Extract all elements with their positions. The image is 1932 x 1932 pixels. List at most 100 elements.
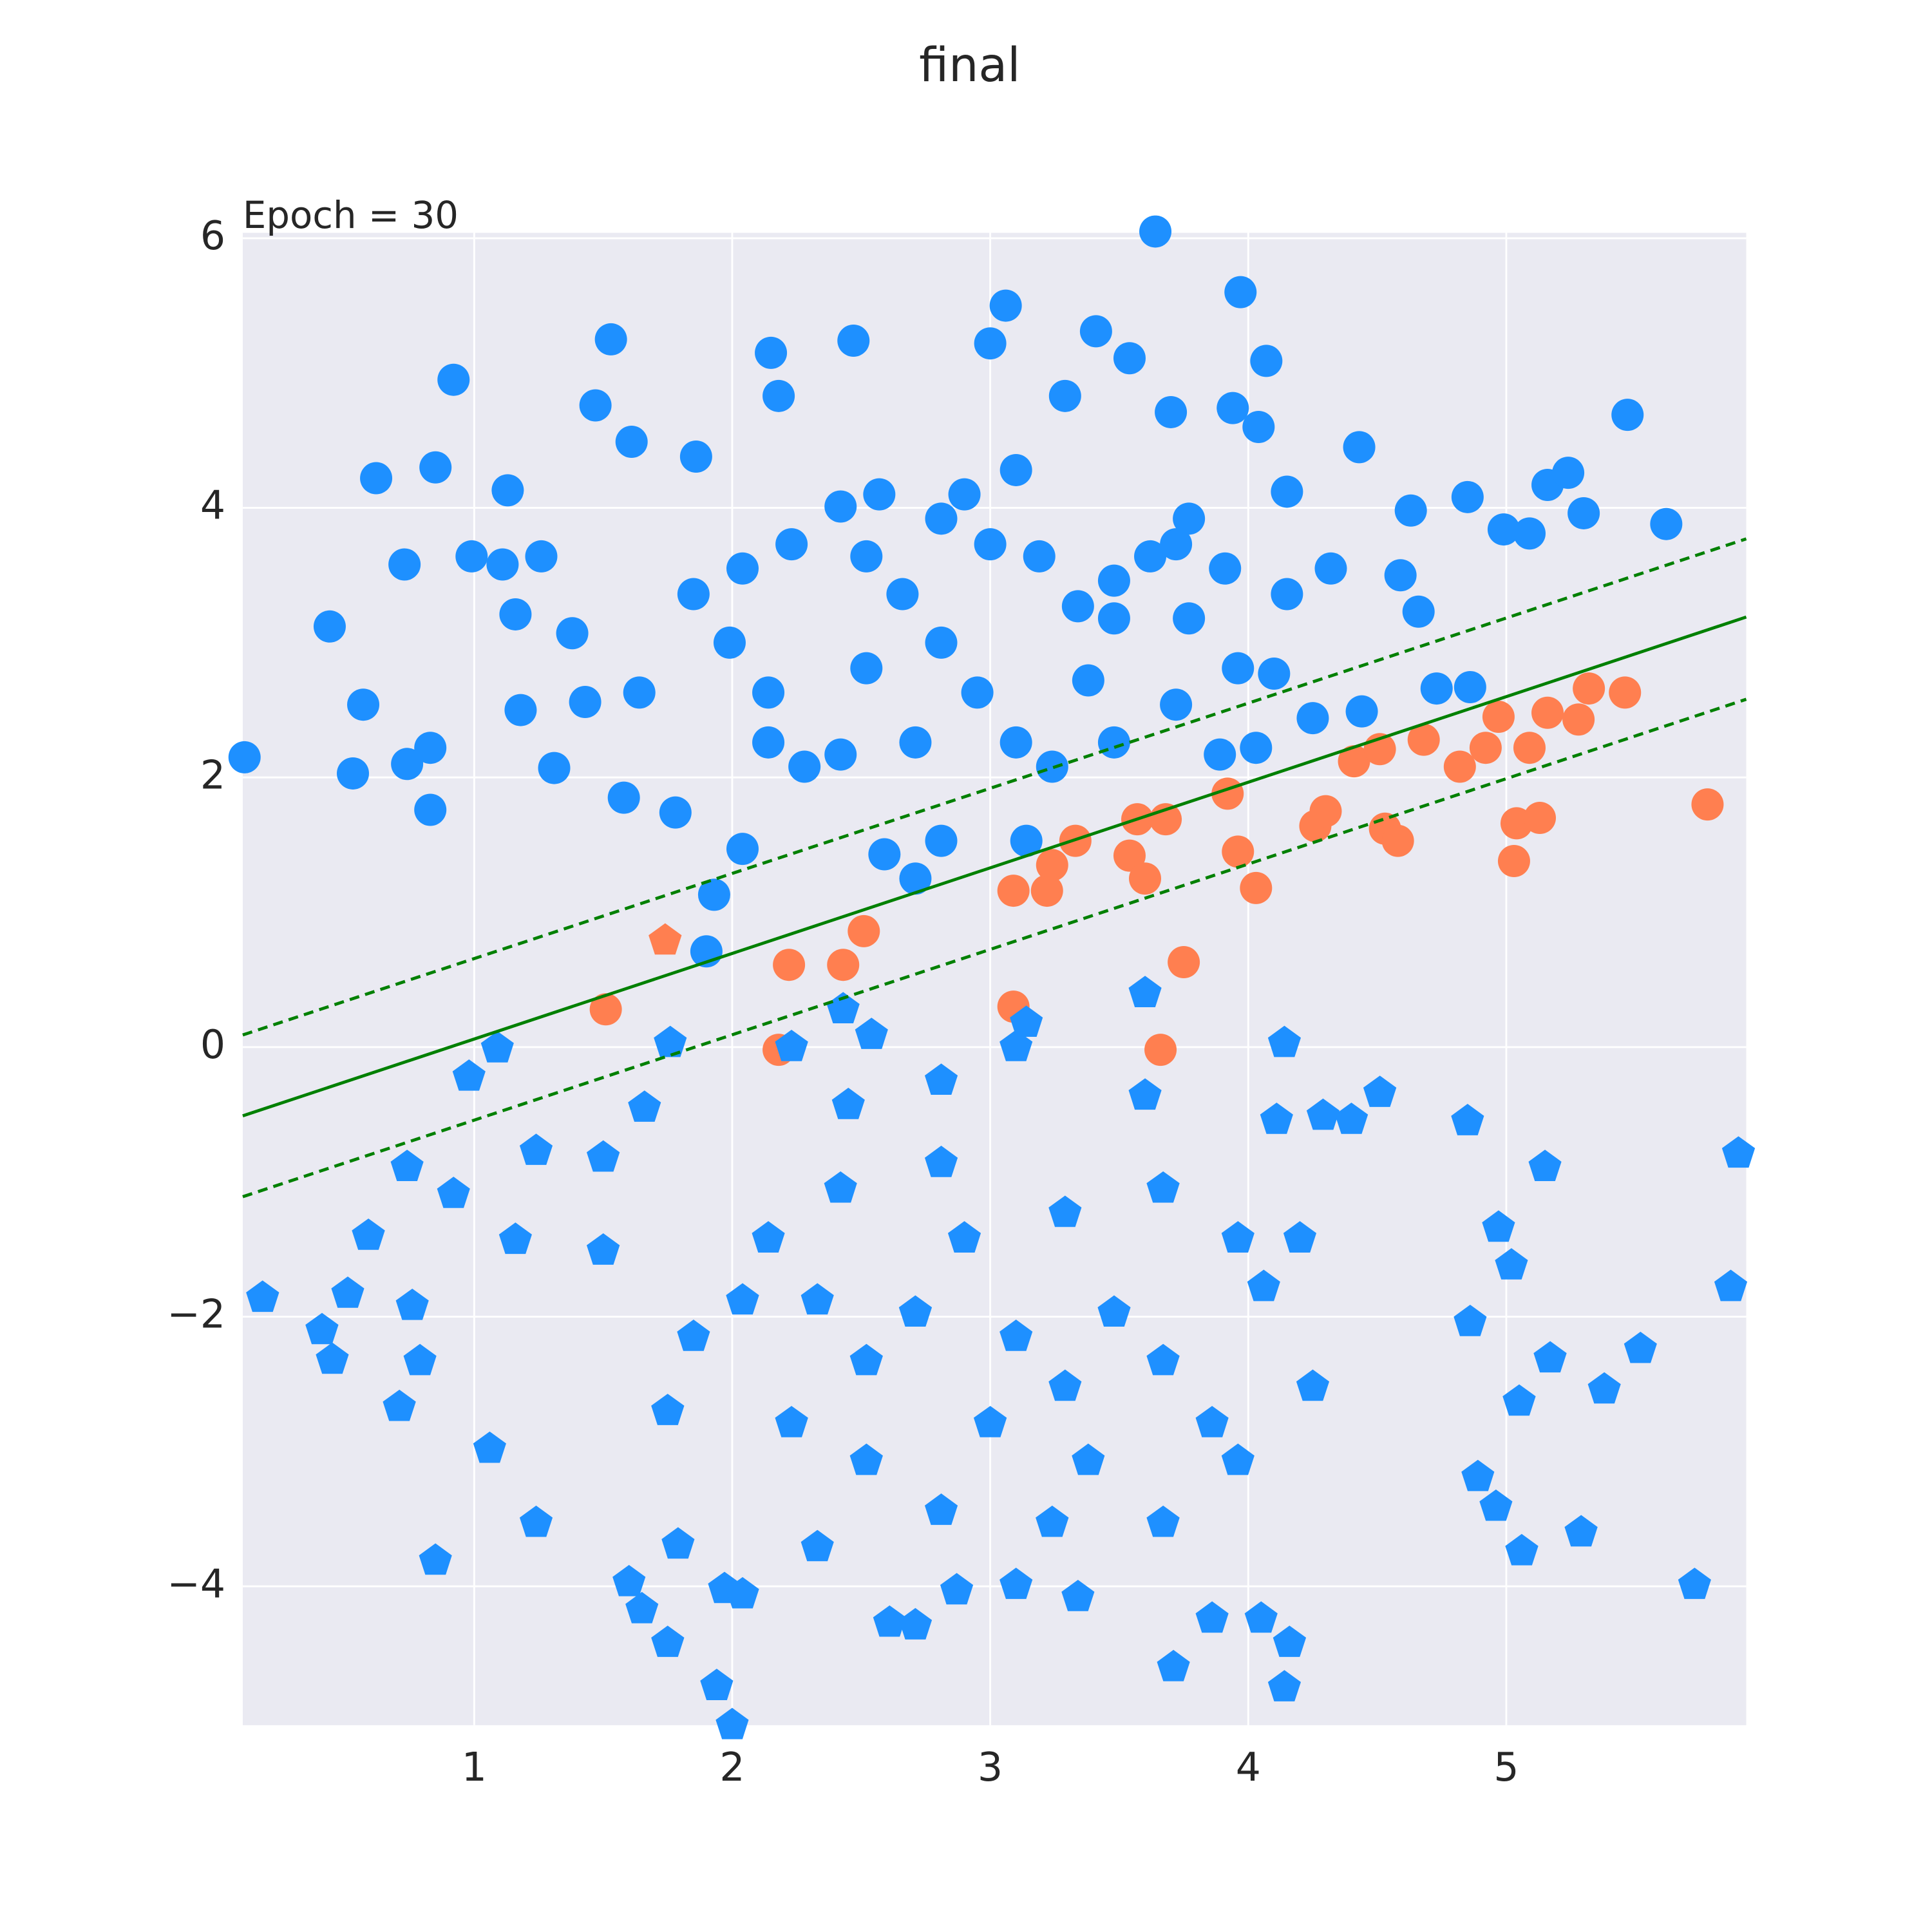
point [1283,1221,1317,1253]
point [1129,862,1162,895]
point [1513,732,1546,764]
point [697,878,730,911]
point [1363,1075,1397,1107]
point [1204,738,1236,771]
point [1573,672,1605,705]
point [1454,1304,1487,1336]
point [947,1221,981,1253]
point [948,478,981,511]
point [1010,1005,1043,1037]
point [628,1090,661,1122]
point [313,610,346,643]
point [1224,276,1257,308]
point [1714,1269,1748,1302]
point [1048,1195,1082,1227]
plot-background [242,232,1747,1725]
point [925,626,958,659]
point [1023,540,1056,573]
point [1097,564,1130,597]
point [499,598,532,630]
point [1513,517,1546,550]
point [1139,215,1172,248]
point [437,1177,470,1208]
point [1146,1505,1180,1537]
point [1384,559,1417,592]
point [726,833,759,866]
x-tick-label: 3 [978,1744,1003,1790]
point [305,1312,339,1345]
point [1217,392,1249,424]
x-tick-label: 2 [719,1744,744,1790]
point [752,676,785,709]
point [824,738,857,771]
point [1678,1567,1711,1599]
point [1482,1210,1515,1242]
point [989,289,1022,322]
point [388,548,421,581]
point [538,752,571,784]
point [1531,696,1564,729]
point [1524,802,1557,835]
x-tick-label: 5 [1493,1744,1519,1790]
point [1271,475,1303,508]
point [1420,672,1453,705]
point [726,1283,759,1315]
point [850,540,883,573]
point [1528,1150,1562,1182]
point [849,1443,883,1475]
point [1061,590,1094,623]
point [755,336,788,369]
point [1309,795,1342,828]
point [1209,552,1242,585]
point [961,676,994,709]
point [1036,1505,1069,1537]
point [775,1406,808,1437]
point [1150,803,1182,836]
point [1244,1601,1278,1633]
point [679,440,712,473]
point [1250,345,1283,377]
point [1010,824,1043,857]
point [1097,726,1130,759]
point [1267,1670,1301,1701]
point [1338,745,1370,778]
point [762,379,795,412]
x-tick-label: 1 [462,1744,487,1790]
point [579,389,612,422]
point [850,652,883,685]
point [824,490,857,523]
point [800,1530,834,1562]
point [659,796,692,829]
x-tick-label: 4 [1236,1744,1261,1790]
point [1260,1103,1293,1134]
point [1562,703,1595,736]
point [1155,395,1188,428]
point [360,462,393,495]
point [383,1389,416,1421]
point [831,1088,865,1119]
point [1587,1372,1621,1404]
point [1611,399,1644,431]
boundary-line [242,697,1747,1198]
point [473,1431,506,1463]
point [837,325,870,357]
point [1267,1025,1301,1057]
point [419,451,452,484]
point [1624,1331,1657,1363]
point [1454,670,1486,703]
point [726,1577,759,1609]
point [347,688,380,721]
point [654,1025,687,1057]
point [849,1343,883,1376]
point [1495,1248,1528,1280]
point [1443,750,1476,783]
point [827,949,860,981]
point [1564,1515,1598,1547]
point [1134,540,1167,573]
point [1160,688,1193,721]
point [1079,315,1112,348]
point [1533,1341,1567,1373]
point [775,1030,808,1061]
y-tick-label: 6 [200,213,225,259]
